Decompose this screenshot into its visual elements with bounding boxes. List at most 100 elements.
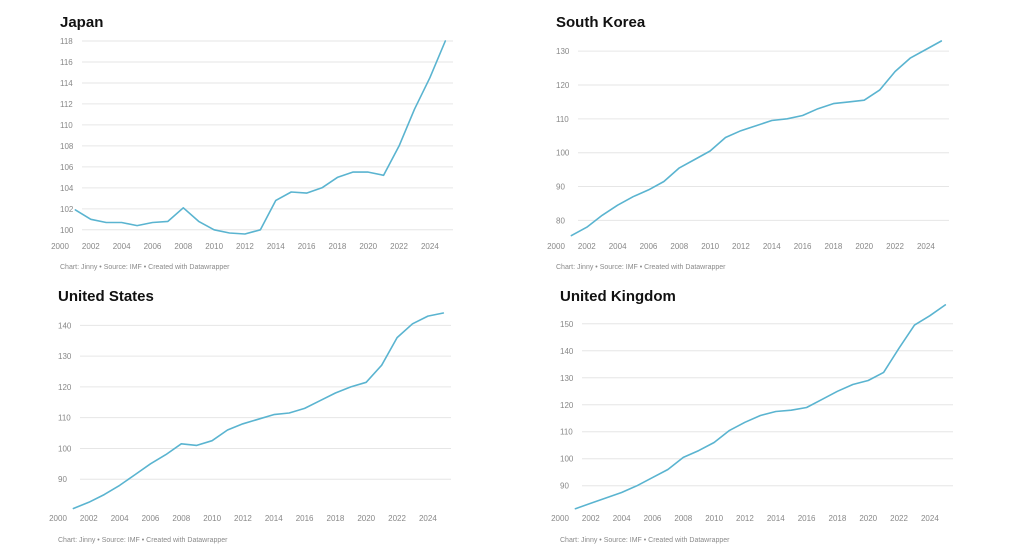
data-point [646,188,650,192]
data-point [724,135,728,139]
data-point [616,203,620,207]
x-tick-label: 2022 [390,242,408,251]
data-point [412,107,416,111]
x-tick-label: 2018 [825,242,843,251]
x-tick-label: 2020 [855,242,873,251]
x-tick-label: 2010 [205,242,223,251]
x-tick-label: 2000 [551,514,569,523]
y-tick-label: 102 [60,205,74,214]
data-point [243,232,247,236]
chart-footer: Chart: Jinny • Source: IMF • Created wit… [58,537,228,544]
chart-title: United States [58,288,154,305]
data-point [89,217,93,221]
data-point [443,39,447,43]
data-point [380,363,384,367]
data-point [697,449,701,453]
x-tick-label: 2018 [327,514,345,523]
x-tick-label: 2012 [736,514,754,523]
x-tick-label: 2024 [421,242,439,251]
x-tick-label: 2014 [265,514,283,523]
data-point [897,346,901,350]
data-point [104,220,108,224]
x-tick-label: 2002 [582,514,600,523]
x-tick-label: 2002 [82,242,100,251]
chart-panel-japan: Japan 100 102 104 106 108 110 112 114 116 118 2000… [51,14,460,276]
data-point [166,219,170,223]
y-tick-label: 130 [560,374,574,383]
x-tick-label: 2024 [419,514,437,523]
data-point [631,195,635,199]
x-tick-label: 2018 [329,242,347,251]
data-point [585,225,589,229]
chart-panel-united-kingdom: United Kingdom 90 100 110 120 130 140 150 2000 2… [551,288,960,550]
data-point [728,428,732,432]
data-point [882,370,886,374]
data-point [258,228,262,232]
plot-area: 80 90 100 110 120 130 2000 2002 2004 2006 2008 2010… [547,40,949,251]
data-point [743,420,747,424]
x-tick-label: 2016 [794,242,812,251]
x-tick-label: 2008 [174,242,192,251]
data-point [135,224,139,228]
x-tick-label: 2004 [113,242,131,251]
data-point [226,428,230,432]
data-point [148,462,152,466]
series-line [72,312,445,510]
plot-area: 100 102 104 106 108 110 112 114 116 118 2000 2002 20… [51,37,453,251]
data-point [878,88,882,92]
data-point [441,311,445,315]
data-point [426,314,430,318]
chart-footer: Chart: Jinny • Source: IMF • Created wit… [556,264,726,271]
y-tick-label: 120 [58,383,72,392]
data-point [320,186,324,190]
data-point [179,442,183,446]
y-tick-label: 100 [58,444,72,453]
x-tick-label: 2024 [921,514,939,523]
data-point [120,220,124,224]
data-point [133,473,137,477]
data-point [831,102,835,106]
data-point [620,490,624,494]
data-point [351,170,355,174]
x-tick-label: 2008 [670,242,688,251]
data-point [801,113,805,117]
x-tick-label: 2014 [767,514,785,523]
data-point [770,119,774,123]
data-point [118,483,122,487]
x-tick-label: 2004 [111,514,129,523]
x-tick-label: 2006 [144,242,162,251]
data-point [428,76,432,80]
data-point [573,507,577,511]
x-tick-label: 2016 [296,514,314,523]
data-point [349,385,353,389]
x-tick-label: 2014 [267,242,285,251]
data-point [210,439,214,443]
y-tick-label: 140 [560,347,574,356]
x-tick-label: 2010 [705,514,723,523]
x-tick-label: 2002 [578,242,596,251]
data-point [589,501,593,505]
y-tick-label: 120 [560,401,574,410]
data-point [289,190,293,194]
data-point [928,314,932,318]
y-tick-label: 90 [58,475,67,484]
series-line [74,40,447,235]
data-point [866,378,870,382]
data-point [820,397,824,401]
plot-area: 90 100 110 120 130 140 2000 2002 2004 2006 2008 201… [49,311,451,523]
data-point [87,500,91,504]
data-point [335,175,339,179]
y-tick-label: 110 [60,121,73,130]
x-tick-label: 2004 [613,514,631,523]
data-point [851,383,855,387]
x-tick-label: 2010 [701,242,719,251]
data-point [604,496,608,500]
y-tick-label: 90 [560,482,569,491]
y-tick-label: 120 [556,81,570,90]
x-tick-label: 2016 [798,514,816,523]
data-point [635,484,639,488]
x-tick-label: 2008 [674,514,692,523]
data-point [908,56,912,60]
data-point [256,417,260,421]
x-tick-label: 2008 [172,514,190,523]
